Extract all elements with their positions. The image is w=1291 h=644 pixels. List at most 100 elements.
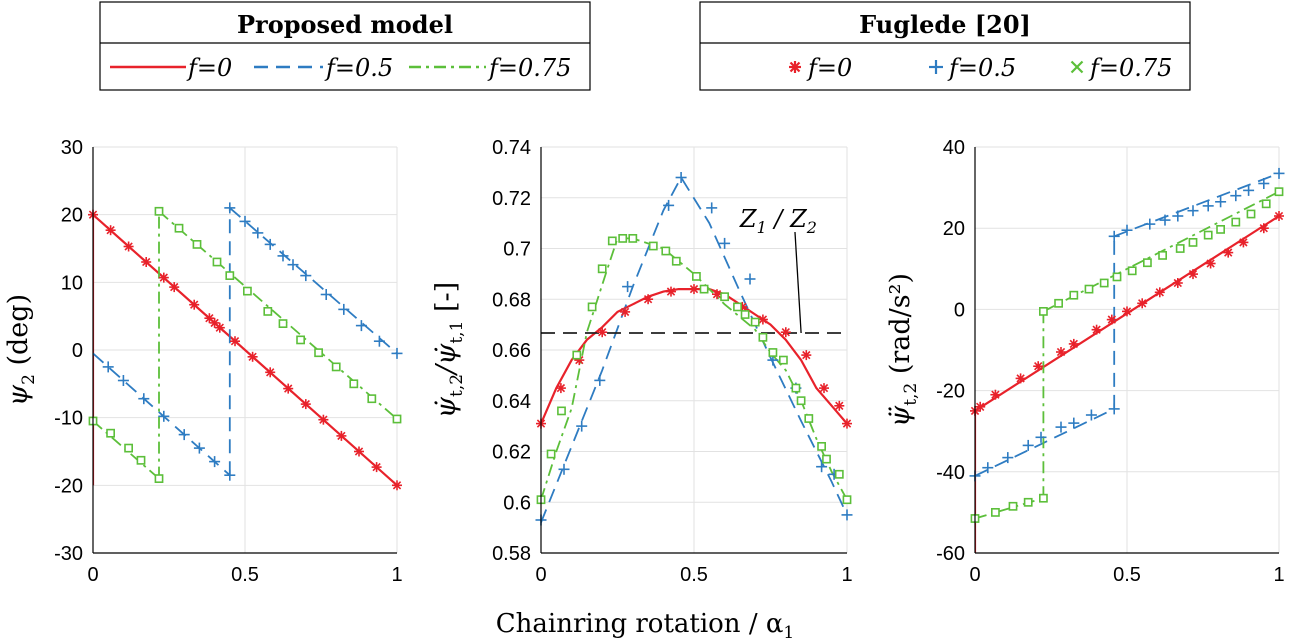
star-stroke bbox=[976, 402, 985, 411]
data-point-plus bbox=[576, 420, 588, 432]
data-point-star bbox=[597, 327, 608, 338]
square-shape bbox=[1175, 244, 1185, 253]
data-point-star bbox=[371, 462, 382, 473]
x-tick-label: 0 bbox=[87, 564, 98, 586]
square-shape bbox=[1143, 258, 1152, 268]
data-point-square bbox=[154, 474, 164, 484]
y-tick-label: 0.58 bbox=[492, 543, 531, 565]
data-point-plus bbox=[1215, 196, 1227, 208]
square-shape bbox=[1112, 272, 1122, 282]
x-axis-label-text: Chainring rotation / α bbox=[496, 609, 784, 639]
legend-proposed-entry-f05: f=0.5 bbox=[254, 54, 393, 82]
data-point-plus bbox=[1055, 421, 1067, 433]
data-point-plus bbox=[138, 393, 150, 405]
square-shape bbox=[1069, 290, 1079, 300]
data-point-square bbox=[587, 302, 597, 312]
x-tick-label: 0 bbox=[535, 564, 546, 586]
y-axis-label-mid: /ψ̇ bbox=[431, 343, 462, 377]
square-shape bbox=[692, 271, 701, 281]
x-tick-label: 0 bbox=[969, 564, 980, 586]
data-point-square bbox=[1188, 237, 1198, 247]
data-point-square bbox=[1039, 493, 1048, 503]
data-point-star bbox=[834, 400, 845, 411]
star-stroke bbox=[1239, 238, 1248, 247]
data-point-star bbox=[1172, 278, 1183, 288]
square-shape bbox=[1261, 199, 1271, 209]
star-stroke bbox=[1259, 224, 1268, 233]
data-point-star bbox=[1274, 211, 1284, 221]
series-line-f05 bbox=[975, 408, 1115, 477]
legend-proposed-title: Proposed model bbox=[237, 10, 453, 39]
data-point-star bbox=[1258, 223, 1269, 234]
square-shape bbox=[1158, 250, 1167, 260]
data-point-square bbox=[546, 449, 556, 459]
data-point-star bbox=[801, 350, 812, 361]
x-tick-label: 1 bbox=[391, 564, 402, 586]
data-point-star bbox=[1137, 298, 1148, 309]
y-axis-label: ψ2 (deg) bbox=[3, 294, 39, 406]
data-point-plus bbox=[1202, 200, 1214, 212]
data-point-star bbox=[354, 446, 364, 457]
data-point-plus bbox=[239, 215, 251, 227]
series-line-f05 bbox=[93, 352, 231, 476]
star-marker-icon bbox=[789, 61, 801, 73]
data-point-star bbox=[169, 282, 180, 293]
data-point-square bbox=[1099, 278, 1109, 288]
data-point-star bbox=[300, 399, 311, 410]
data-point-plus bbox=[117, 375, 129, 386]
star-stroke bbox=[284, 384, 293, 393]
star-stroke bbox=[106, 226, 115, 235]
series-line-f05 bbox=[541, 175, 848, 523]
square-shape bbox=[733, 302, 742, 312]
square-shape bbox=[331, 362, 341, 372]
annotation-label: Z1 / Z2 bbox=[739, 205, 817, 237]
y-axis-label-symbol: ψ̇ bbox=[431, 396, 462, 418]
data-point-square bbox=[699, 284, 709, 294]
square-shape bbox=[804, 414, 814, 423]
star-stroke bbox=[1274, 211, 1284, 221]
square-shape bbox=[392, 414, 402, 424]
star-stroke bbox=[337, 431, 346, 441]
square-shape bbox=[296, 335, 306, 345]
data-point-star bbox=[1154, 287, 1165, 298]
y-tick-label: -20 bbox=[54, 475, 83, 497]
y-tick-label: 0.64 bbox=[492, 391, 531, 413]
square-shape bbox=[154, 474, 164, 484]
square-shape bbox=[1246, 209, 1256, 219]
data-point-square bbox=[661, 246, 671, 256]
data-point-star bbox=[689, 284, 699, 295]
data-point-square bbox=[607, 236, 617, 246]
star-stroke bbox=[190, 300, 199, 309]
star-stroke bbox=[372, 462, 381, 472]
star-stroke bbox=[266, 368, 275, 377]
data-point-plus bbox=[1243, 184, 1255, 196]
data-point-plus bbox=[224, 202, 236, 214]
star-stroke bbox=[230, 337, 240, 346]
y-tick-label: 0.68 bbox=[492, 289, 531, 311]
data-point-square bbox=[817, 441, 826, 451]
data-point-square bbox=[1274, 187, 1284, 197]
data-point-star bbox=[1122, 306, 1132, 317]
data-point-star bbox=[189, 299, 200, 310]
annotation-text: Z bbox=[739, 205, 758, 233]
square-shape bbox=[242, 286, 252, 296]
data-point-square bbox=[804, 414, 814, 423]
square-shape bbox=[1039, 306, 1048, 316]
data-point-star bbox=[336, 430, 347, 441]
data-point-square bbox=[314, 348, 324, 358]
square-shape bbox=[587, 302, 597, 312]
y-tick-label: 0 bbox=[954, 299, 965, 321]
legend-fuglede-entry-f05: f=0.5 bbox=[929, 54, 1016, 82]
data-point-star bbox=[1223, 247, 1234, 258]
data-point-square bbox=[278, 319, 288, 329]
data-point-square bbox=[822, 454, 831, 464]
star-stroke bbox=[392, 481, 402, 490]
plot-acceleration: -60 -40 -20 0 20 40 0 0.5 1 ψ̈t,2 (rad/s²) bbox=[885, 137, 1285, 586]
data-point-square bbox=[124, 443, 134, 453]
star-stroke bbox=[819, 383, 829, 393]
square-shape bbox=[174, 223, 184, 233]
legend-proposed-entry-f075: f=0.75 bbox=[409, 54, 571, 82]
data-point-star bbox=[158, 272, 169, 283]
data-point-square bbox=[1069, 290, 1079, 300]
data-point-plus bbox=[264, 238, 276, 250]
